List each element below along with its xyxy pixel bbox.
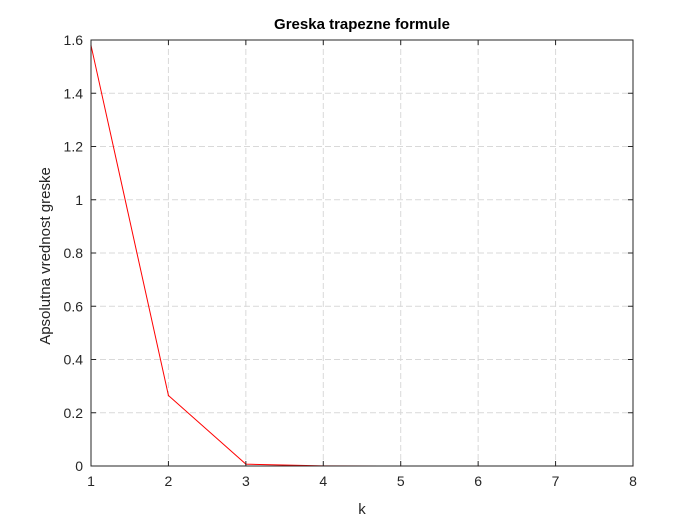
x-tick-label: 1 [87,473,95,489]
series-layer [90,44,634,467]
series-line [90,45,633,467]
y-tick-label: 0.4 [64,352,84,368]
y-tick-label: 0 [75,458,83,474]
y-axis-label: Apsolutna vrednost greske [37,167,54,345]
x-tick-label: 4 [319,473,327,489]
data-point [167,394,170,397]
y-tick-label: 1.4 [64,85,84,101]
y-tick-label: 1.2 [64,139,84,155]
x-tick-label: 2 [165,473,173,489]
ticks: 1 2 3 4 5 6 7 8 0 0.2 0.4 0.6 0.8 1 1.2 1.4 1.6 [64,32,638,489]
x-tick-label: 6 [474,473,482,489]
y-tick-label: 1 [75,192,83,208]
y-tick-label: 0.2 [64,405,84,421]
x-tick-label: 7 [552,473,560,489]
x-tick-label: 3 [242,473,250,489]
chart-title: Greska trapezne formule [274,16,450,33]
y-tick-label: 0.6 [64,298,84,314]
x-axis-label: k [358,501,366,518]
y-tick-label: 0.8 [64,245,84,261]
x-tick-label: 8 [629,473,637,489]
y-tick-label: 1.6 [64,32,84,48]
x-tick-label: 5 [397,473,405,489]
grid [91,40,633,466]
